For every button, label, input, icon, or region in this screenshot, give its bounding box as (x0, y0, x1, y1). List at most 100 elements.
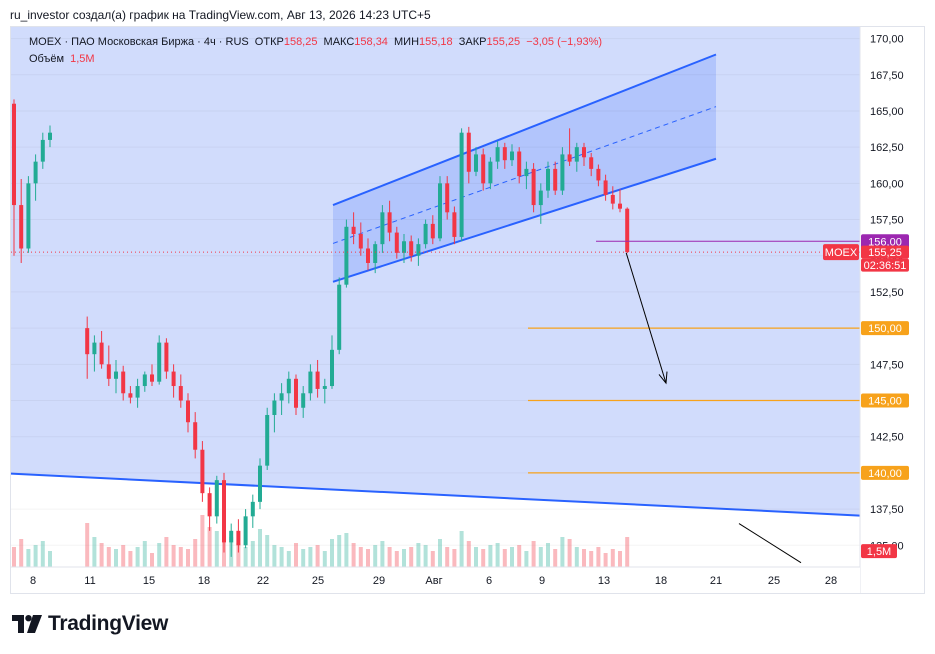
candle[interactable] (308, 364, 313, 401)
candle[interactable] (12, 99, 16, 256)
candle-body (308, 371, 313, 394)
candle[interactable] (495, 141, 500, 169)
candle[interactable] (466, 126, 471, 184)
candle[interactable] (610, 186, 615, 210)
candle-body (610, 194, 615, 204)
candle[interactable] (243, 509, 248, 549)
candle[interactable] (164, 338, 169, 379)
candle[interactable] (193, 412, 198, 459)
candle[interactable] (272, 393, 277, 433)
channel-lower-line[interactable] (332, 157, 717, 283)
tradingview-logo: TradingView (12, 612, 168, 636)
candle[interactable] (294, 374, 298, 415)
candle[interactable] (531, 163, 536, 213)
candle[interactable] (546, 161, 550, 198)
candle[interactable] (114, 359, 118, 394)
channel-median-line[interactable] (332, 106, 717, 244)
candle[interactable] (402, 234, 406, 263)
candle[interactable] (430, 215, 435, 245)
volume-bar (466, 541, 471, 567)
candle[interactable] (279, 383, 284, 415)
candle[interactable] (157, 335, 162, 385)
candle[interactable] (265, 407, 270, 471)
forecast-arrow-lower[interactable] (738, 523, 802, 564)
candle-body (337, 284, 342, 350)
candle[interactable] (330, 335, 334, 389)
candle[interactable] (567, 128, 572, 166)
candle[interactable] (286, 371, 291, 404)
candle[interactable] (121, 365, 126, 401)
candle[interactable] (315, 359, 320, 398)
candle[interactable] (171, 364, 176, 398)
candle[interactable] (92, 335, 97, 372)
candle[interactable] (459, 128, 464, 242)
candle-body (625, 208, 630, 253)
candle[interactable] (322, 378, 327, 404)
candle[interactable] (438, 176, 442, 242)
price-chart[interactable]: 170,00 167,50 165,00 162,50 160,00 157,50 155,… (11, 27, 924, 593)
candle[interactable] (582, 142, 586, 166)
volume-bar (394, 551, 399, 567)
candle[interactable] (207, 487, 212, 531)
candle[interactable] (524, 161, 529, 190)
candle[interactable] (589, 152, 594, 177)
candle[interactable] (502, 142, 507, 169)
candle[interactable] (258, 458, 262, 510)
candle[interactable] (214, 475, 219, 524)
candle[interactable] (19, 179, 24, 263)
candle[interactable] (186, 393, 190, 433)
candle[interactable] (517, 147, 522, 184)
candle[interactable] (603, 174, 608, 201)
candle[interactable] (387, 200, 392, 242)
candle[interactable] (373, 241, 378, 274)
candle[interactable] (40, 132, 45, 169)
candle[interactable] (106, 345, 111, 387)
candle[interactable] (423, 219, 428, 249)
tradingview-logo-icon (12, 615, 42, 633)
candle[interactable] (510, 144, 514, 166)
candle[interactable] (337, 277, 342, 355)
candle[interactable] (178, 374, 183, 408)
support-trendline[interactable] (11, 472, 861, 517)
candle[interactable] (625, 207, 630, 254)
candle[interactable] (553, 161, 558, 195)
candle[interactable] (452, 206, 457, 245)
candle[interactable] (618, 189, 622, 213)
candle[interactable] (26, 176, 31, 253)
candle[interactable] (351, 212, 356, 245)
candle[interactable] (301, 386, 306, 418)
candle[interactable] (85, 316, 90, 379)
candle[interactable] (416, 238, 421, 266)
candle[interactable] (538, 183, 543, 224)
candle[interactable] (128, 386, 133, 404)
candle[interactable] (229, 523, 234, 557)
candle[interactable] (33, 154, 38, 201)
chart-area[interactable]: 170,00 167,50 165,00 162,50 160,00 157,50 155,… (10, 26, 925, 594)
candle[interactable] (236, 519, 241, 553)
candle[interactable] (344, 219, 349, 288)
candle[interactable] (409, 235, 414, 262)
candle[interactable] (222, 472, 226, 553)
candle[interactable] (366, 238, 370, 271)
candle-body (531, 168, 536, 206)
candle[interactable] (48, 125, 52, 148)
forecast-arrow[interactable] (625, 252, 667, 384)
candle[interactable] (560, 147, 565, 195)
candle[interactable] (380, 205, 385, 253)
candle[interactable] (488, 157, 493, 190)
candle[interactable] (481, 148, 486, 191)
candle[interactable] (574, 142, 579, 172)
candle[interactable] (135, 378, 140, 408)
channel-upper-line[interactable] (332, 53, 717, 207)
candle[interactable] (200, 441, 205, 502)
candle[interactable] (596, 164, 601, 187)
candle[interactable] (150, 364, 154, 387)
candle[interactable] (358, 222, 363, 256)
candle[interactable] (142, 371, 147, 392)
candle[interactable] (474, 147, 478, 177)
candle[interactable] (250, 494, 255, 528)
candle[interactable] (394, 226, 399, 259)
candle[interactable] (99, 331, 104, 369)
countdown-marker-bg (861, 258, 909, 272)
candle[interactable] (445, 176, 450, 220)
